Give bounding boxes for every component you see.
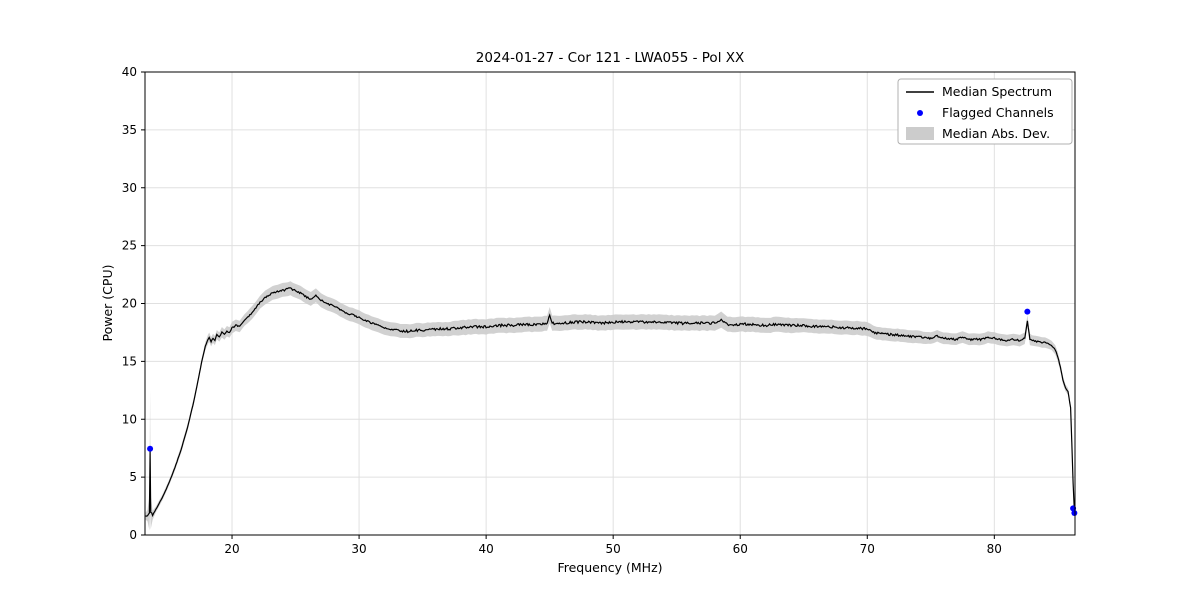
svg-text:20: 20 (122, 297, 137, 311)
legend-patch-sample (906, 127, 934, 140)
svg-text:0: 0 (129, 528, 137, 542)
axis-tick-labels: 20 30 40 50 60 70 80 0 5 10 15 20 25 30 35 40 (122, 65, 1002, 556)
svg-text:60: 60 (733, 542, 748, 556)
legend-box (897, 78, 1073, 145)
svg-text:40: 40 (122, 65, 137, 79)
svg-text:50: 50 (606, 542, 621, 556)
svg-text:35: 35 (122, 123, 137, 137)
x-axis-label: Frequency (MHz) (557, 560, 662, 575)
svg-text:15: 15 (122, 354, 137, 368)
legend-item-mad: Median Abs. Dev. (906, 126, 1050, 141)
svg-text:30: 30 (122, 181, 137, 195)
legend-item-flagged-channels: Flagged Channels (917, 105, 1054, 120)
legend-label-flagged-channels: Flagged Channels (942, 105, 1054, 120)
svg-text:25: 25 (122, 239, 137, 253)
legend-item-median-spectrum: Median Spectrum (906, 84, 1052, 99)
svg-text:80: 80 (987, 542, 1002, 556)
axis-ticks (141, 71, 995, 539)
svg-text:10: 10 (122, 412, 137, 426)
legend-marker-sample (917, 110, 923, 116)
chart-title: 2024-01-27 - Cor 121 - LWA055 - Pol XX (476, 50, 744, 66)
svg-text:30: 30 (351, 542, 366, 556)
svg-text:20: 20 (224, 542, 239, 556)
legend-label-mad: Median Abs. Dev. (942, 126, 1050, 141)
y-axis-label: Power (CPU) (100, 265, 115, 342)
legend-label-median-spectrum: Median Spectrum (942, 84, 1052, 99)
legend: Median Spectrum Flagged Channels Median … (897, 78, 1073, 145)
svg-text:40: 40 (478, 542, 493, 556)
median-spectrum-line (145, 287, 1075, 518)
svg-text:70: 70 (860, 542, 875, 556)
svg-text:5: 5 (129, 470, 137, 484)
